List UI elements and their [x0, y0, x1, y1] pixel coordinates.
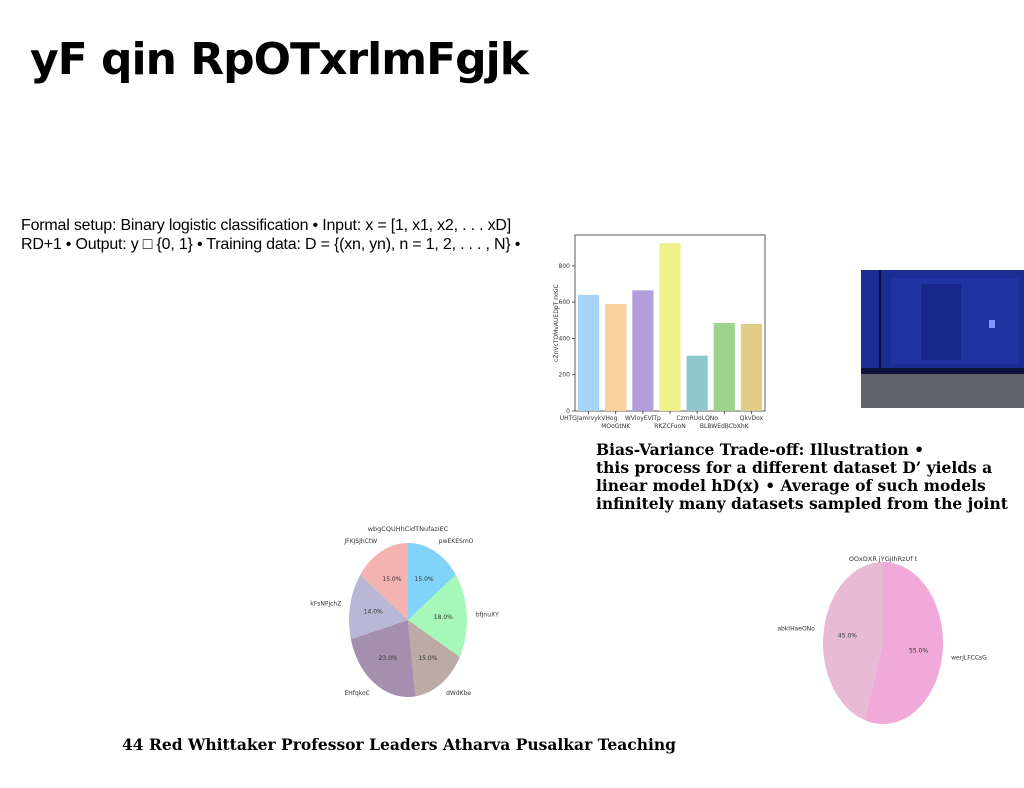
pie-title: OOxDXR jYGjIhRzUf t — [849, 555, 918, 563]
bv-line-4: infinitely many datasets sampled from th… — [596, 494, 1008, 513]
slice-percent: 18.0% — [434, 614, 453, 621]
pie-slice — [864, 562, 943, 724]
pie-title: wbgCQUHhCidTNufaziEC — [368, 525, 449, 533]
pie-slice — [350, 620, 416, 697]
bv-line-3: linear model hD(x) • Average of such mod… — [596, 476, 986, 495]
x-tick-label: MOoGtNK — [601, 423, 631, 430]
slice-label: pwEKESmO — [439, 538, 474, 545]
pie-chart-left: pwEKESmO 15.0% bfJnuXY 18.0% dWdKbe 15.0% EHfq… — [310, 525, 499, 697]
slide-title: yF qin RpOTxrlmFgjk — [30, 34, 529, 85]
slice-percent: 15.0% — [382, 576, 401, 583]
x-tick-label: QkvDox — [740, 415, 764, 422]
night-street-photo — [861, 270, 1024, 408]
slice-percent: 45.0% — [838, 632, 857, 639]
pie-slice — [408, 543, 456, 620]
bar — [659, 243, 681, 411]
y-tick-label: 200 — [559, 372, 571, 379]
slice-label: EHfqkoC — [345, 690, 370, 697]
bar — [686, 355, 708, 411]
formal-setup-text: Formal setup: Binary logistic classifica… — [21, 216, 541, 254]
y-tick-label: 800 — [559, 263, 571, 270]
x-tick-label: CzmRUoLQNo — [676, 415, 718, 422]
bar-chart: 0 200 400 600 800 UHTGJamrvykVHogMOoGtNKWVloy… — [553, 234, 766, 430]
x-tick-label: UHTGJamrvykVHog — [560, 415, 618, 422]
bv-line-1: Bias-Variance Trade-off: Illustration • — [596, 440, 925, 459]
pie-slice — [408, 620, 460, 697]
bv-line-2: this process for a different dataset D’ … — [596, 458, 993, 477]
bar — [740, 323, 763, 411]
x-tick-label: RKZCFuoN — [654, 423, 686, 430]
y-tick-label: 0 — [566, 408, 570, 415]
photo-illustration — [861, 270, 1024, 408]
y-tick-label: 600 — [559, 299, 571, 306]
slice-percent: 15.0% — [415, 576, 434, 583]
bias-variance-text: Bias-Variance Trade-off: Illustration • … — [596, 441, 1024, 513]
setup-line-1: Formal setup: Binary logistic classifica… — [21, 217, 511, 234]
slice-label: dWdKbe — [446, 690, 471, 697]
pie-slice — [408, 574, 467, 658]
bar — [605, 303, 627, 411]
slice-label: werjLFCCsG — [951, 655, 987, 662]
bar — [632, 290, 654, 411]
slice-label: JFKJSJhCtW — [343, 538, 377, 545]
y-tick-label: 400 — [559, 335, 571, 342]
pie-slice — [349, 574, 408, 640]
slice-label: kFsNPjchZ — [310, 600, 341, 607]
pie-slice — [360, 543, 408, 620]
slice-label: abkIHaeONo — [777, 625, 815, 632]
slice-label: bfJnuXY — [476, 611, 499, 618]
bar — [577, 294, 600, 411]
pie-chart-right: werjLFCCsG 55.0% abkIHaeONo 45.0% OOxDXR jYG… — [777, 555, 987, 724]
footer-text: 44 Red Whittaker Professor Leaders Athar… — [122, 735, 676, 754]
slice-percent: 55.0% — [909, 648, 928, 655]
slice-percent: 14.0% — [364, 608, 383, 615]
x-tick-label: BLBWEdBCbXhK — [700, 423, 750, 430]
slice-percent: 15.0% — [418, 655, 437, 662]
slice-percent: 23.0% — [379, 655, 398, 662]
x-tick-label: WVloyEVlTp — [625, 415, 661, 422]
y-axis-label: cZnVcTOMvAUEDpT rxKiC — [553, 284, 560, 362]
pie-slice — [823, 562, 883, 721]
setup-line-2: RD+1 • Output: y □ {0, 1} • Training dat… — [21, 236, 521, 253]
bar — [713, 323, 735, 411]
